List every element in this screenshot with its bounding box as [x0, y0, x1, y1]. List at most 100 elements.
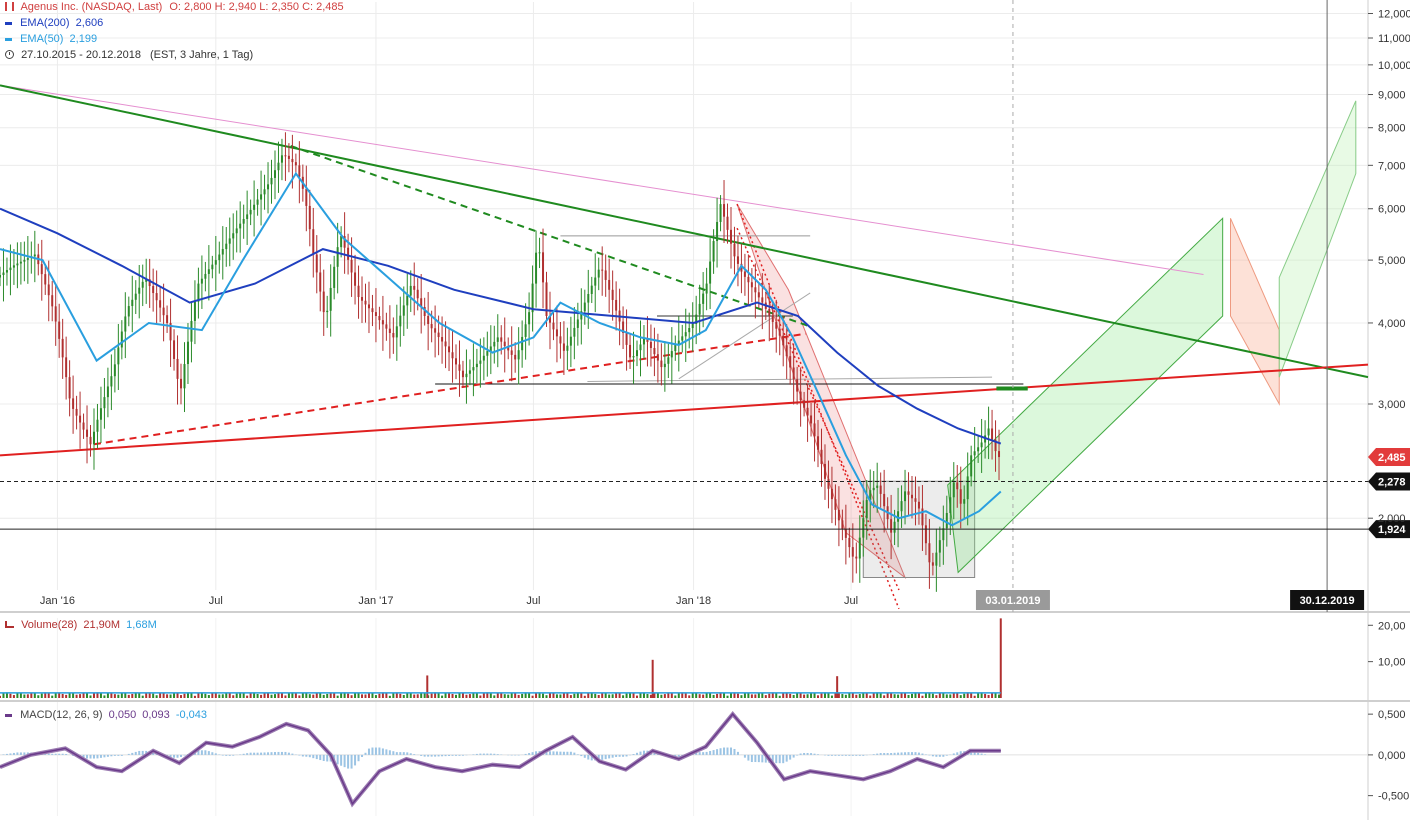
price-candle	[750, 282, 753, 288]
volume-bar	[493, 695, 496, 698]
volume-bar	[465, 694, 468, 698]
volume-bar	[120, 692, 123, 698]
volume-bar	[141, 695, 144, 698]
legend-ema200[interactable]: EMA(200) 2,606	[5, 17, 103, 29]
price-candle	[5, 270, 8, 273]
volume-bar	[225, 692, 228, 698]
price-candle	[444, 341, 447, 347]
legend-volume[interactable]: Volume(28) 21,90M 1,68M	[5, 619, 157, 631]
price-candle	[486, 351, 489, 356]
legend-ema50[interactable]: EMA(50) 2,199	[5, 33, 97, 45]
price-candle	[455, 358, 457, 365]
volume-bar	[984, 693, 987, 698]
price-candle	[239, 223, 242, 229]
volume-bar	[148, 692, 151, 698]
price-candle	[500, 337, 503, 342]
instrument-title: Agenus Inc. (NASDAQ, Last)	[20, 1, 163, 13]
macd-histogram-bar	[531, 752, 534, 755]
volume-bar	[987, 694, 990, 698]
macd-histogram-bar	[388, 750, 391, 755]
price-candle	[340, 236, 343, 248]
macd-histogram-bar	[214, 753, 217, 755]
macd-histogram-bar	[747, 754, 750, 761]
macd-line	[0, 712, 1001, 806]
macd-histogram-bar	[827, 754, 830, 756]
macd-histogram-bar	[921, 753, 924, 755]
macd-histogram-bar	[611, 754, 614, 758]
volume-bar	[2, 693, 5, 698]
price-candle	[218, 254, 221, 261]
volume-bar	[183, 693, 186, 698]
macd-histogram-bar	[9, 753, 12, 755]
clock-icon	[5, 50, 14, 59]
macd-histogram-bar	[413, 754, 416, 755]
price-candle	[246, 214, 249, 219]
volume-bar	[663, 694, 666, 698]
volume-bar	[333, 693, 336, 698]
volume-bar	[917, 693, 920, 698]
price-candle	[378, 316, 381, 321]
price-candle	[698, 303, 701, 315]
volume-bar	[691, 692, 694, 698]
price-candle	[385, 324, 388, 329]
macd-histogram-bar	[851, 754, 854, 756]
volume-bar	[952, 692, 955, 698]
legend-macd[interactable]: MACD(12, 26, 9) 0,050 0,093 -0,043	[5, 709, 207, 721]
price-candle	[176, 358, 179, 379]
volume-bar	[601, 692, 604, 698]
volume-bar	[977, 693, 980, 698]
price-candle	[99, 408, 102, 420]
price-candle	[921, 508, 924, 526]
price-candle	[573, 327, 576, 337]
macd-histogram-bar	[848, 754, 851, 756]
price-candle	[667, 357, 670, 364]
macd-histogram-bar	[12, 752, 15, 755]
volume-bar	[9, 693, 12, 698]
volume-bar	[639, 693, 642, 698]
macd-histogram-bar	[16, 752, 19, 755]
ema50-swatch	[5, 37, 12, 41]
volume-bar	[291, 692, 294, 698]
price-candle	[538, 252, 541, 254]
y-axis-tick-label: 6,000	[1378, 204, 1406, 216]
price-candle	[152, 286, 155, 294]
macd-histogram-bar	[837, 754, 840, 756]
price-candle	[851, 547, 854, 557]
macd-histogram-bar	[246, 753, 249, 755]
price-candle	[521, 336, 524, 351]
price-candle	[924, 525, 927, 544]
price-candle	[193, 301, 196, 321]
price-candle	[361, 297, 364, 301]
price-candle	[736, 256, 739, 264]
price-candle	[441, 337, 444, 342]
macd-histogram-bar	[423, 754, 426, 757]
macd-histogram-bar	[141, 750, 144, 755]
price-candle	[489, 346, 492, 352]
price-candle	[656, 354, 659, 361]
volume-bar	[900, 692, 903, 698]
macd-histogram-bar	[973, 752, 976, 755]
price-candle	[716, 221, 719, 242]
macd-histogram-bar	[841, 754, 844, 756]
volume-bar	[232, 695, 235, 698]
volume-bar	[381, 692, 384, 698]
volume-bar	[806, 694, 809, 698]
macd-histogram-bar	[19, 752, 22, 755]
price-tag-solid: 1,924	[1368, 520, 1410, 539]
volume-bar	[503, 694, 506, 698]
price-candle	[879, 485, 882, 494]
volume-bar	[622, 695, 625, 698]
volume-bar	[79, 694, 82, 698]
volume-bar	[566, 692, 569, 698]
macd-histogram-bar	[183, 754, 186, 756]
volume-bar	[684, 693, 687, 698]
macd-histogram-bar	[810, 753, 813, 755]
price-candle	[468, 370, 471, 374]
volume-bar	[646, 694, 649, 698]
price-candle	[26, 258, 29, 260]
volume-bar	[99, 693, 102, 698]
macd-histogram-bar	[615, 754, 618, 757]
volume-bar	[500, 692, 503, 698]
volume-bar	[263, 692, 266, 698]
